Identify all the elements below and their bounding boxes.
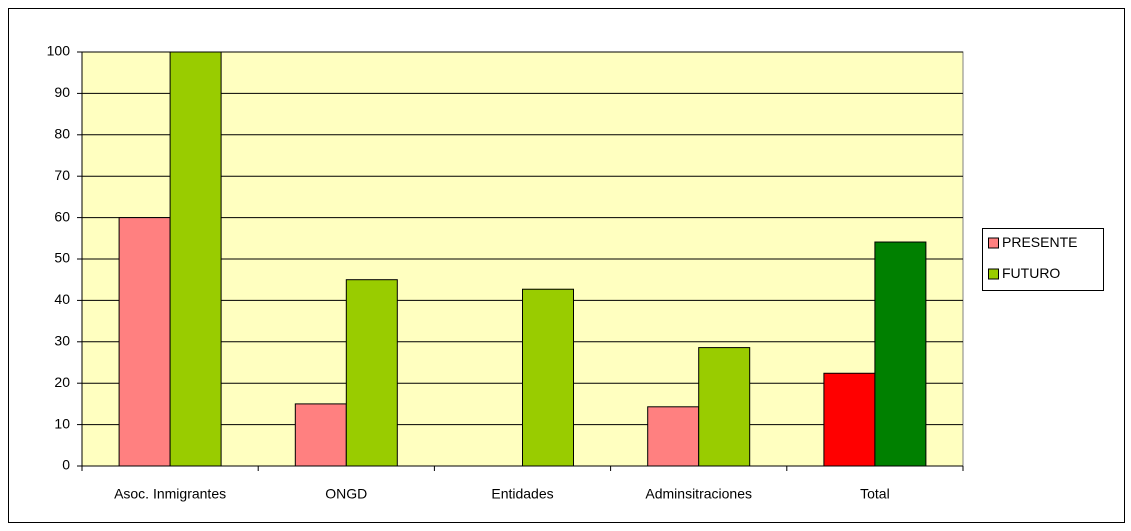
y-tick-label: 60 bbox=[54, 208, 70, 224]
y-tick-label: 100 bbox=[47, 43, 71, 59]
legend-swatch bbox=[988, 268, 999, 280]
legend-box bbox=[982, 228, 1104, 291]
y-tick-label: 10 bbox=[54, 415, 70, 431]
y-tick-label: 0 bbox=[62, 457, 70, 473]
y-tick-label: 70 bbox=[54, 167, 70, 183]
x-tick-label: Adminsitraciones bbox=[645, 486, 752, 502]
y-tick-label: 50 bbox=[54, 250, 70, 266]
x-tick-label: Total bbox=[860, 486, 890, 502]
legend-label: FUTURO bbox=[1002, 265, 1060, 281]
bar bbox=[823, 372, 876, 467]
legend-label: PRESENTE bbox=[1002, 234, 1077, 250]
bar bbox=[294, 403, 347, 467]
x-tick-label: Asoc. Inmigrantes bbox=[114, 486, 226, 502]
y-tick-label: 30 bbox=[54, 333, 70, 349]
bar bbox=[647, 406, 700, 467]
y-tick-label: 90 bbox=[54, 84, 70, 100]
bar bbox=[522, 288, 574, 467]
bar bbox=[874, 241, 927, 467]
legend-swatch bbox=[988, 237, 999, 249]
y-tick-label: 80 bbox=[54, 126, 70, 142]
x-tick-label: ONGD bbox=[325, 486, 367, 502]
bar bbox=[345, 279, 398, 467]
bar bbox=[118, 217, 171, 467]
y-tick-label: 40 bbox=[54, 291, 70, 307]
y-tick-label: 20 bbox=[54, 374, 70, 390]
bar bbox=[169, 51, 222, 467]
x-tick-label: Entidades bbox=[491, 486, 553, 502]
bar bbox=[698, 347, 751, 467]
